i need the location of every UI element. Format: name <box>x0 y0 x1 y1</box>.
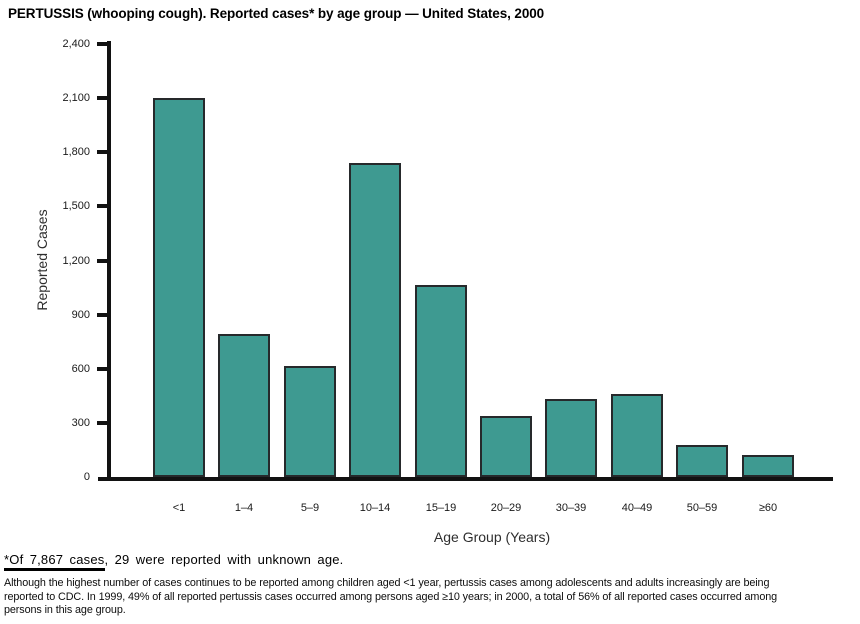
y-tick-mark <box>97 259 107 263</box>
footnote-underlined-text: *Of 7,867 cases <box>4 552 105 571</box>
bar <box>742 455 794 477</box>
y-axis-line <box>107 41 111 481</box>
bar <box>676 445 728 477</box>
y-tick-label: 900 <box>71 309 90 321</box>
y-tick-mark <box>97 42 107 46</box>
y-tick-label: 0 <box>83 471 90 483</box>
bar <box>545 399 597 477</box>
x-tick-label: 1–4 <box>234 502 254 514</box>
x-axis-title: Age Group (Years) <box>433 529 551 545</box>
bar <box>284 366 336 477</box>
x-tick-label: 50–59 <box>686 502 718 514</box>
y-tick-mark <box>97 313 107 317</box>
y-tick-mark <box>97 96 107 100</box>
bar <box>349 163 401 477</box>
bar <box>611 394 663 477</box>
y-tick-mark <box>97 150 107 154</box>
x-tick-label: 40–49 <box>621 502 653 514</box>
note-paragraph: Although the highest number of cases con… <box>4 577 778 616</box>
bar <box>218 334 270 477</box>
chart-title: PERTUSSIS (whooping cough). Reported cas… <box>8 6 545 21</box>
x-tick-label: 15–19 <box>425 502 457 514</box>
x-tick-label: <1 <box>172 502 186 514</box>
x-tick-label: 30–39 <box>555 502 587 514</box>
y-tick-label: 1,200 <box>62 255 90 267</box>
footnote: *Of 7,867 cases, 29 were reported with u… <box>4 552 344 571</box>
bar <box>415 285 467 477</box>
y-tick-label: 1,800 <box>62 146 90 158</box>
y-tick-mark <box>97 204 107 208</box>
y-tick-mark <box>97 367 107 371</box>
x-tick-label: ≥60 <box>758 502 778 514</box>
y-tick-label: 600 <box>71 363 90 375</box>
y-tick-label: 300 <box>71 417 90 429</box>
y-tick-label: 1,500 <box>62 200 90 212</box>
x-tick-label: 5–9 <box>300 502 320 514</box>
y-tick-mark <box>97 421 107 425</box>
y-tick-label: 2,100 <box>62 92 90 104</box>
y-tick-label: 2,400 <box>62 38 90 50</box>
x-tick-label: 10–14 <box>359 502 391 514</box>
x-axis-line <box>98 477 833 481</box>
bar <box>153 98 205 477</box>
footnote-rest-text: , 29 were reported with unknown age. <box>104 552 344 567</box>
bar <box>480 416 532 477</box>
x-tick-label: 20–29 <box>490 502 522 514</box>
